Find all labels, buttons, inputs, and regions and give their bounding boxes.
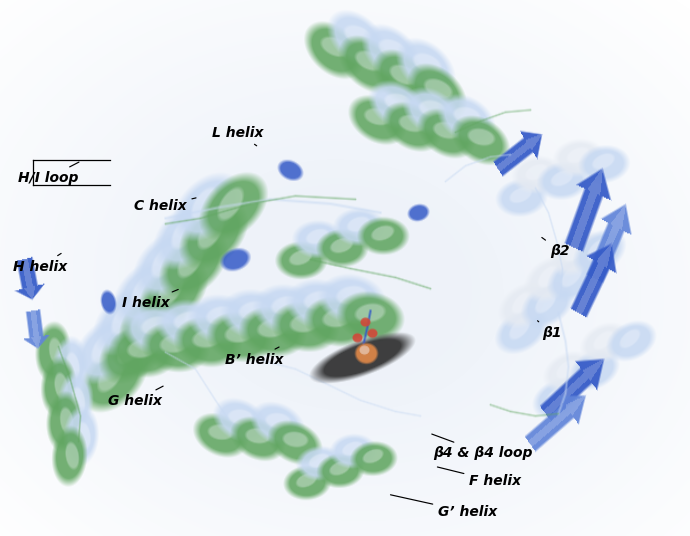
Text: β1: β1 — [538, 321, 562, 340]
Text: C helix: C helix — [134, 198, 196, 213]
Text: H helix: H helix — [13, 254, 67, 274]
Text: L helix: L helix — [213, 126, 264, 146]
Text: G’ helix: G’ helix — [391, 495, 497, 519]
Text: β4 & β4 loop: β4 & β4 loop — [432, 434, 533, 460]
Text: β2: β2 — [542, 237, 570, 258]
Text: H/I loop: H/I loop — [18, 162, 79, 185]
Text: B’ helix: B’ helix — [225, 347, 283, 367]
Text: I helix: I helix — [122, 289, 178, 310]
Text: F helix: F helix — [437, 467, 522, 488]
Text: G helix: G helix — [108, 386, 163, 408]
